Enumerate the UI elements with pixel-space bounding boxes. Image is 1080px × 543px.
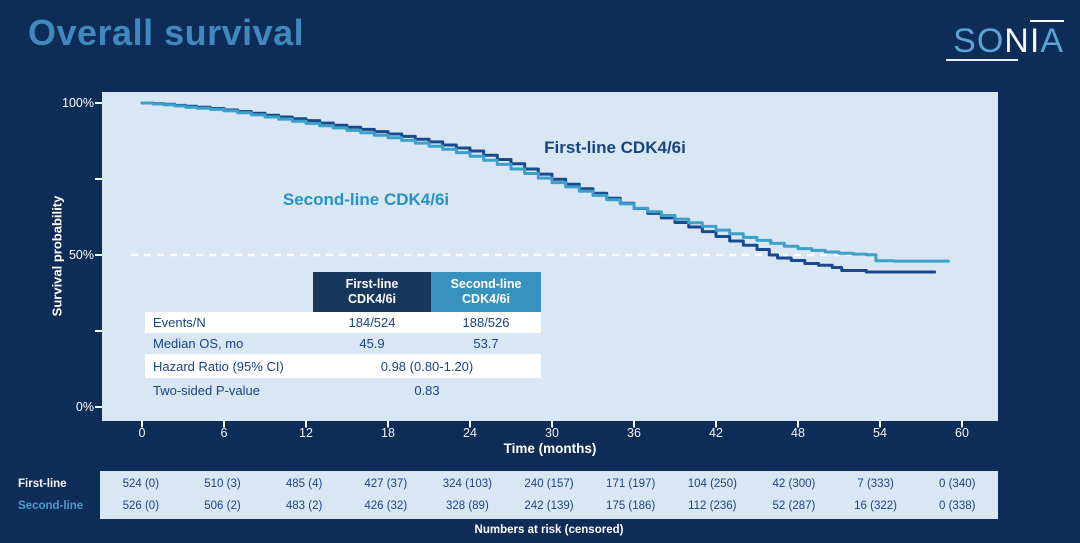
risk-first-m54: 7 (333) [857, 478, 894, 490]
risk-label-second-line: Second-line [18, 500, 84, 512]
stats-header-row: First-line CDK4/6i Second-line CDK4/6i [145, 272, 541, 312]
risk-second-m30: 242 (139) [524, 500, 574, 512]
sonia-logo: SONIA [953, 20, 1064, 61]
stats-row-pvalue: Two-sided P-value 0.83 [145, 378, 541, 402]
risk-second-m48: 52 (287) [772, 500, 816, 512]
risk-first-m42: 104 (250) [687, 478, 737, 490]
risk-first-m30: 240 (157) [524, 478, 574, 490]
y-tick-50: 50% [68, 248, 94, 262]
logo-so: SO [953, 22, 1005, 60]
x-tick-42: 42 [709, 426, 723, 440]
stats-pvalue-value: 0.83 [414, 382, 440, 398]
stats-header-first-line: First-line CDK4/6i [313, 272, 431, 312]
risk-second-m36: 175 (186) [606, 500, 656, 512]
risk-first-m12: 485 (4) [285, 478, 323, 490]
x-tick-54: 54 [873, 426, 887, 440]
risk-second-m60: 0 (338) [939, 500, 976, 512]
x-axis-title: Time (months) [503, 441, 597, 456]
stats-header-second-line: Second-line CDK4/6i [431, 272, 541, 312]
y-tick-100: 100% [62, 96, 94, 110]
risk-table-background [100, 471, 998, 519]
logo-n: N [1004, 22, 1030, 60]
risk-label-first-line: First-line [18, 478, 67, 490]
risk-second-m18: 426 (32) [364, 500, 408, 512]
stats-header-spacer [145, 272, 313, 312]
risk-first-m60: 0 (340) [939, 478, 976, 490]
stats-median-second: 53.7 [473, 336, 499, 351]
stats-events-first: 184/524 [348, 315, 396, 330]
x-tick-48: 48 [791, 426, 805, 440]
curve-first-line-cdk4-6i [140, 101, 937, 274]
curve-label-second-line: Second-line CDK4/6i [282, 190, 450, 209]
stats-label-events: Events/N [153, 315, 206, 330]
risk-row-first-line: 524 (0) 510 (3) 485 (4) 427 (37) 324 (10… [100, 473, 998, 495]
risk-second-m6: 506 (2) [204, 500, 241, 512]
x-tick-6: 6 [220, 426, 228, 440]
curve-label-first-line: First-line CDK4/6i [544, 138, 686, 157]
stats-hazard-value: 0.98 (0.80-1.20) [380, 358, 474, 374]
risk-first-m36: 171 (197) [606, 478, 656, 490]
risk-second-m0: 526 (0) [122, 500, 160, 512]
survival-curves [140, 101, 950, 274]
x-tick-24: 24 [463, 426, 477, 440]
page-title: Overall survival [28, 12, 305, 53]
curve-second-line-cdk4-6i [140, 101, 950, 263]
x-tick-12: 12 [299, 426, 313, 440]
x-tick-18: 18 [381, 426, 395, 440]
risk-row-second-line: 526 (0) 506 (2) 483 (2) 426 (32) 328 (89… [100, 495, 998, 517]
stats-table: First-line CDK4/6i Second-line CDK4/6i E… [145, 272, 541, 402]
stats-events-second: 188/526 [462, 315, 510, 330]
risk-second-m42: 112 (236) [688, 500, 737, 512]
y-tick-0: 0% [75, 400, 94, 414]
risk-first-m24: 324 (103) [442, 478, 492, 490]
x-tick-60: 60 [955, 426, 969, 440]
axis-ticks [95, 102, 963, 428]
logo-a: A [1040, 20, 1064, 60]
x-tick-36: 36 [627, 426, 641, 440]
stats-median-first: 45.9 [359, 336, 385, 351]
logo-i: I [1029, 20, 1041, 60]
stats-row-hazard: Hazard Ratio (95% CI) 0.98 (0.80-1.20) [145, 354, 541, 378]
risk-second-m24: 328 (89) [445, 500, 489, 512]
x-tick-30: 30 [545, 426, 559, 440]
stats-row-events: Events/N 184/524 188/526 [145, 312, 541, 333]
stats-label-pvalue: Two-sided P-value [153, 382, 260, 398]
stats-row-median: Median OS, mo 45.9 53.7 [145, 333, 541, 354]
stats-label-median: Median OS, mo [153, 336, 244, 351]
risk-first-m18: 427 (37) [364, 478, 408, 490]
x-tick-0: 0 [138, 426, 146, 440]
risk-first-m0: 524 (0) [122, 478, 160, 490]
risk-table-caption: Numbers at risk (censored) [474, 524, 624, 536]
risk-first-m48: 42 (300) [772, 478, 816, 490]
risk-second-m54: 16 (322) [854, 500, 897, 512]
risk-second-m12: 483 (2) [285, 500, 323, 512]
logo-underline [946, 59, 1018, 61]
risk-first-m6: 510 (3) [204, 478, 241, 490]
stats-label-hazard: Hazard Ratio (95% CI) [153, 358, 284, 374]
